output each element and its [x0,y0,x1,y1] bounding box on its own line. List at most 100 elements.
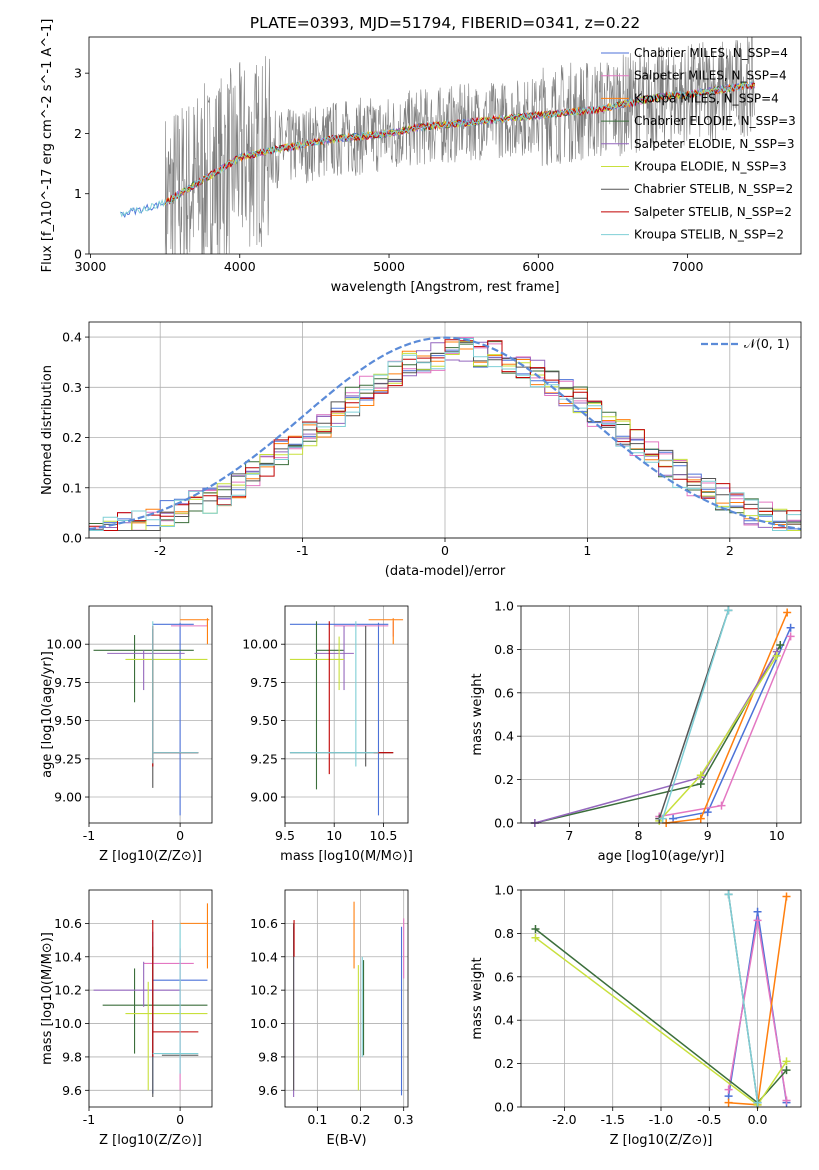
y-tick-label: 10.4 [54,949,82,964]
weight-marker [669,814,678,823]
axes-frame [88,36,802,255]
weight-marker [717,801,726,810]
x-axis-label: E(B-V) [326,1133,366,1148]
y-tick-label: 9.00 [250,790,278,805]
spectrum-plot-area [119,37,756,254]
weight-marker [703,808,712,817]
x-tick-label: -2.0 [552,1112,576,1127]
residual-histogram [89,339,801,531]
y-axis-label: mass weight [470,957,485,1039]
weight-marker [531,933,540,942]
weight-marker [753,916,762,925]
x-tick-label: 0.3 [394,1112,414,1127]
legend-label: Chabrier MILES, N_SSP=4 [634,46,788,60]
panel-mass_vs_Z: -1 0 9.6 9.8 10.0 10.2 10.4 10.6 Z [log10(Z/Z⊙)]… [40,889,213,1148]
x-axis-label: Z [log10(Z/Z⊙)] [610,1133,713,1148]
y-tick-label: 0.2 [494,1056,514,1071]
weight-marker [786,632,795,641]
weight-marker [783,608,792,617]
y-tick-label: 0.8 [494,642,514,657]
panel-weight_vs_age: 7 8 9 10 0.0 0.2 0.4 0.6 0.8 1.0 age [log10(age/yr… [470,599,802,864]
y-tick-label: 9.75 [54,675,82,690]
weight-marker [772,651,781,660]
weight-marker [724,1098,733,1107]
weight-line [661,610,730,819]
y-tick-label: 0.0 [62,531,82,546]
y-tick-label: 9.00 [54,790,82,805]
x-axis-label: (data-model)/error [385,564,506,579]
weight-marker [782,1066,791,1075]
axes-frame [284,889,409,1108]
axes-frame [88,889,213,1108]
legend-label: Salpeter MILES, N_SSP=4 [634,69,787,83]
y-axis-label: Flux [f_λ10^-17 erg cm^-2 s^-1 A^-1] [40,19,55,273]
y-tick-label: 9.50 [54,713,82,728]
panel-age_vs_Z: -1 0 9.00 9.25 9.50 9.75 10.00 Z [log10(Z/Z⊙)] a… [40,605,213,864]
x-tick-label: 10 [326,828,342,843]
x-tick-label: 0.1 [307,1112,327,1127]
weight-marker [782,1096,791,1105]
panel-age_vs_mass: 9.5 10 10.5 9.00 9.25 9.50 9.75 10.00 mass [log1… [242,605,413,864]
weight-marker [658,814,667,823]
y-tick-label: 9.6 [258,1083,278,1098]
weight-marker [724,890,733,899]
x-tick-label: -1 [296,543,308,558]
y-tick-label: 9.75 [250,675,278,690]
legend-label: Kroupa ELODIE, N_SSP=3 [634,160,787,174]
x-tick-label: -1.5 [601,1112,625,1127]
x-tick-label: 0.2 [351,1112,371,1127]
y-tick-label: 10.2 [54,983,82,998]
chart-title: PLATE=0393, MJD=51794, FIBERID=0341, z=0… [250,14,640,32]
y-tick-label: 1.0 [494,883,514,898]
data-spectrum [164,37,755,254]
y-tick-label: 0.3 [62,380,82,395]
x-tick-label: 1 [583,543,591,558]
y-tick-label: 10.2 [250,983,278,998]
y-tick-label: 2 [74,126,82,141]
x-axis-label: wavelength [Angstrom, rest frame] [331,280,560,295]
weight-line [534,651,778,824]
residuals-plot-area [89,336,801,531]
x-tick-label: 0.0 [748,1112,768,1127]
y-tick-label: 1 [74,186,82,201]
x-tick-label: 2 [726,543,734,558]
y-tick-label: 0.4 [494,1013,514,1028]
panel-residuals: -2 -1 0 1 2 0.0 0.1 0.2 0.3 0.4 (data-model)/error… [40,321,802,579]
panel-mass_vs_EBV: 0.1 0.2 0.3 9.6 9.8 10.0 10.2 10.4 10.6 E(B-V) [250,889,414,1148]
x-tick-label: 9.5 [275,828,295,843]
x-tick-label: -2 [154,543,166,558]
y-tick-label: 10.6 [54,916,82,931]
y-tick-label: 10.00 [242,637,278,652]
x-tick-label: 6000 [522,259,554,274]
legend-label: Kroupa MILES, N_SSP=4 [634,91,779,105]
x-axis-label: mass [log10(M/M⊙)] [280,849,413,864]
weight-marker [782,1057,791,1066]
x-tick-label: 4000 [224,259,256,274]
y-tick-label: 0.0 [494,816,514,831]
axes-frame [284,605,409,824]
weight-marker [753,1098,762,1107]
axes-frame [88,605,213,824]
x-tick-label: 7000 [672,259,704,274]
x-axis-label: Z [log10(Z/Z⊙)] [99,1133,202,1148]
legend-label: Salpeter STELIB, N_SSP=2 [634,205,792,219]
y-axis-label: mass [log10(M/M⊙)] [40,932,55,1065]
x-tick-label: -0.5 [697,1112,721,1127]
y-tick-label: 9.25 [250,751,278,766]
weight-marker [782,892,791,901]
weight-marker [531,925,540,934]
x-tick-label: 8 [635,828,643,843]
legend-label: Chabrier STELIB, N_SSP=2 [634,182,793,196]
y-tick-label: 10.6 [250,916,278,931]
y-tick-label: 9.50 [250,713,278,728]
y-tick-label: 0.4 [494,729,514,744]
x-tick-label: 0 [176,1112,184,1127]
x-tick-label: 5000 [373,259,405,274]
y-tick-label: 9.8 [62,1049,82,1064]
x-tick-label: 3000 [75,259,107,274]
y-tick-label: 0.8 [494,926,514,941]
weight-marker [724,606,733,615]
x-tick-label: 0 [176,828,184,843]
y-tick-label: 9.6 [62,1083,82,1098]
